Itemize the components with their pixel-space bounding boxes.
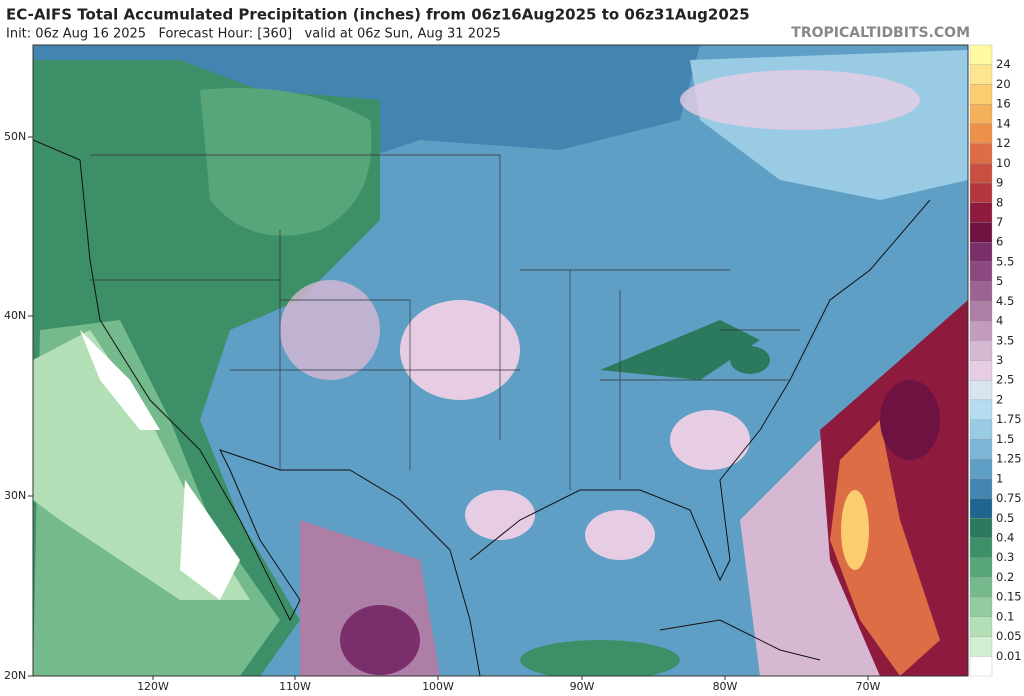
colorbar-label: 6 xyxy=(996,235,1003,249)
colorbar-swatch xyxy=(969,656,993,677)
colorbar-swatch xyxy=(969,222,993,243)
colorbar-swatch xyxy=(969,340,993,361)
colorbar-swatch xyxy=(969,44,993,65)
colorbar-swatch xyxy=(969,242,993,263)
lon-label: 70W xyxy=(856,680,881,693)
colorbar-label: 0.75 xyxy=(996,491,1022,505)
colorbar-label: 9 xyxy=(996,176,1003,190)
colorbar-swatch xyxy=(969,64,993,85)
colorbar-swatch xyxy=(969,439,993,460)
colorbar-swatch xyxy=(969,182,993,203)
colorbar-label: 0.3 xyxy=(996,550,1014,564)
lat-label: 50N xyxy=(4,130,26,143)
colorbar-label: 10 xyxy=(996,156,1011,170)
lon-label: 90W xyxy=(570,680,595,693)
colorbar-swatch xyxy=(969,616,993,637)
lon-label: 120W xyxy=(137,680,169,693)
colorbar-label: 0.05 xyxy=(996,629,1022,643)
colorbar-swatch xyxy=(969,360,993,381)
title: EC-AIFS Total Accumulated Precipitation … xyxy=(6,6,750,24)
colorbar-swatch xyxy=(969,537,993,558)
colorbar-label: 5.5 xyxy=(996,254,1014,268)
colorbar-swatch xyxy=(969,104,993,125)
colorbar-label: 0.01 xyxy=(996,649,1022,663)
subtitle: Init: 06z Aug 16 2025 Forecast Hour: [36… xyxy=(6,27,501,42)
colorbar-swatch xyxy=(969,596,993,617)
colorbar-swatch xyxy=(969,636,993,657)
colorbar-swatch xyxy=(969,261,993,282)
colorbar-label: 0.1 xyxy=(996,609,1014,623)
colorbar-swatch xyxy=(969,458,993,479)
colorbar-label: 7 xyxy=(996,215,1003,229)
colorbar-swatch xyxy=(969,84,993,105)
colorbar-swatch xyxy=(969,478,993,499)
colorbar-swatch xyxy=(969,380,993,401)
colorbar-label: 1.75 xyxy=(996,412,1022,426)
colorbar-swatch xyxy=(969,202,993,223)
colorbar-label: 2 xyxy=(996,392,1003,406)
colorbar-swatch xyxy=(969,557,993,578)
colorbar-swatch xyxy=(969,320,993,341)
lon-label: 100W xyxy=(422,680,454,693)
colorbar-label: 24 xyxy=(996,57,1011,71)
colorbar-swatch xyxy=(969,281,993,302)
colorbar-label: 8 xyxy=(996,195,1003,209)
colorbar-swatch xyxy=(969,163,993,184)
colorbar-swatch xyxy=(969,419,993,440)
colorbar-label: 16 xyxy=(996,97,1011,111)
lon-label: 80W xyxy=(713,680,738,693)
colorbar-swatch xyxy=(969,498,993,519)
colorbar-label: 0.4 xyxy=(996,530,1014,544)
colorbar-label: 20 xyxy=(996,77,1011,91)
lon-label: 110W xyxy=(279,680,311,693)
colorbar-swatch xyxy=(969,143,993,164)
colorbar-label: 4.5 xyxy=(996,294,1014,308)
colorbar-label: 3 xyxy=(996,353,1003,367)
colorbar-label: 12 xyxy=(996,136,1011,150)
colorbar-label: 0.15 xyxy=(996,590,1022,604)
map-frame xyxy=(32,44,969,677)
colorbar-swatch xyxy=(969,577,993,598)
colorbar-swatch xyxy=(969,123,993,144)
colorbar-label: 0.5 xyxy=(996,511,1014,525)
colorbar-swatch xyxy=(969,301,993,322)
colorbar-label: 5 xyxy=(996,274,1003,288)
lat-label: 40N xyxy=(4,309,26,322)
colorbar-label: 1.25 xyxy=(996,452,1022,466)
watermark: TROPICALTIDBITS.COM xyxy=(791,25,970,41)
lat-label: 30N xyxy=(4,489,26,502)
lat-label: 20N xyxy=(4,669,26,682)
colorbar-label: 3.5 xyxy=(996,333,1014,347)
colorbar-label: 14 xyxy=(996,116,1011,130)
colorbar-swatch xyxy=(969,518,993,539)
colorbar-swatch xyxy=(969,399,993,420)
colorbar-label: 2.5 xyxy=(996,373,1014,387)
colorbar-label: 1 xyxy=(996,471,1003,485)
colorbar-label: 0.2 xyxy=(996,570,1014,584)
colorbar-label: 4 xyxy=(996,314,1003,328)
colorbar-label: 1.5 xyxy=(996,432,1014,446)
precip-map xyxy=(33,45,968,676)
